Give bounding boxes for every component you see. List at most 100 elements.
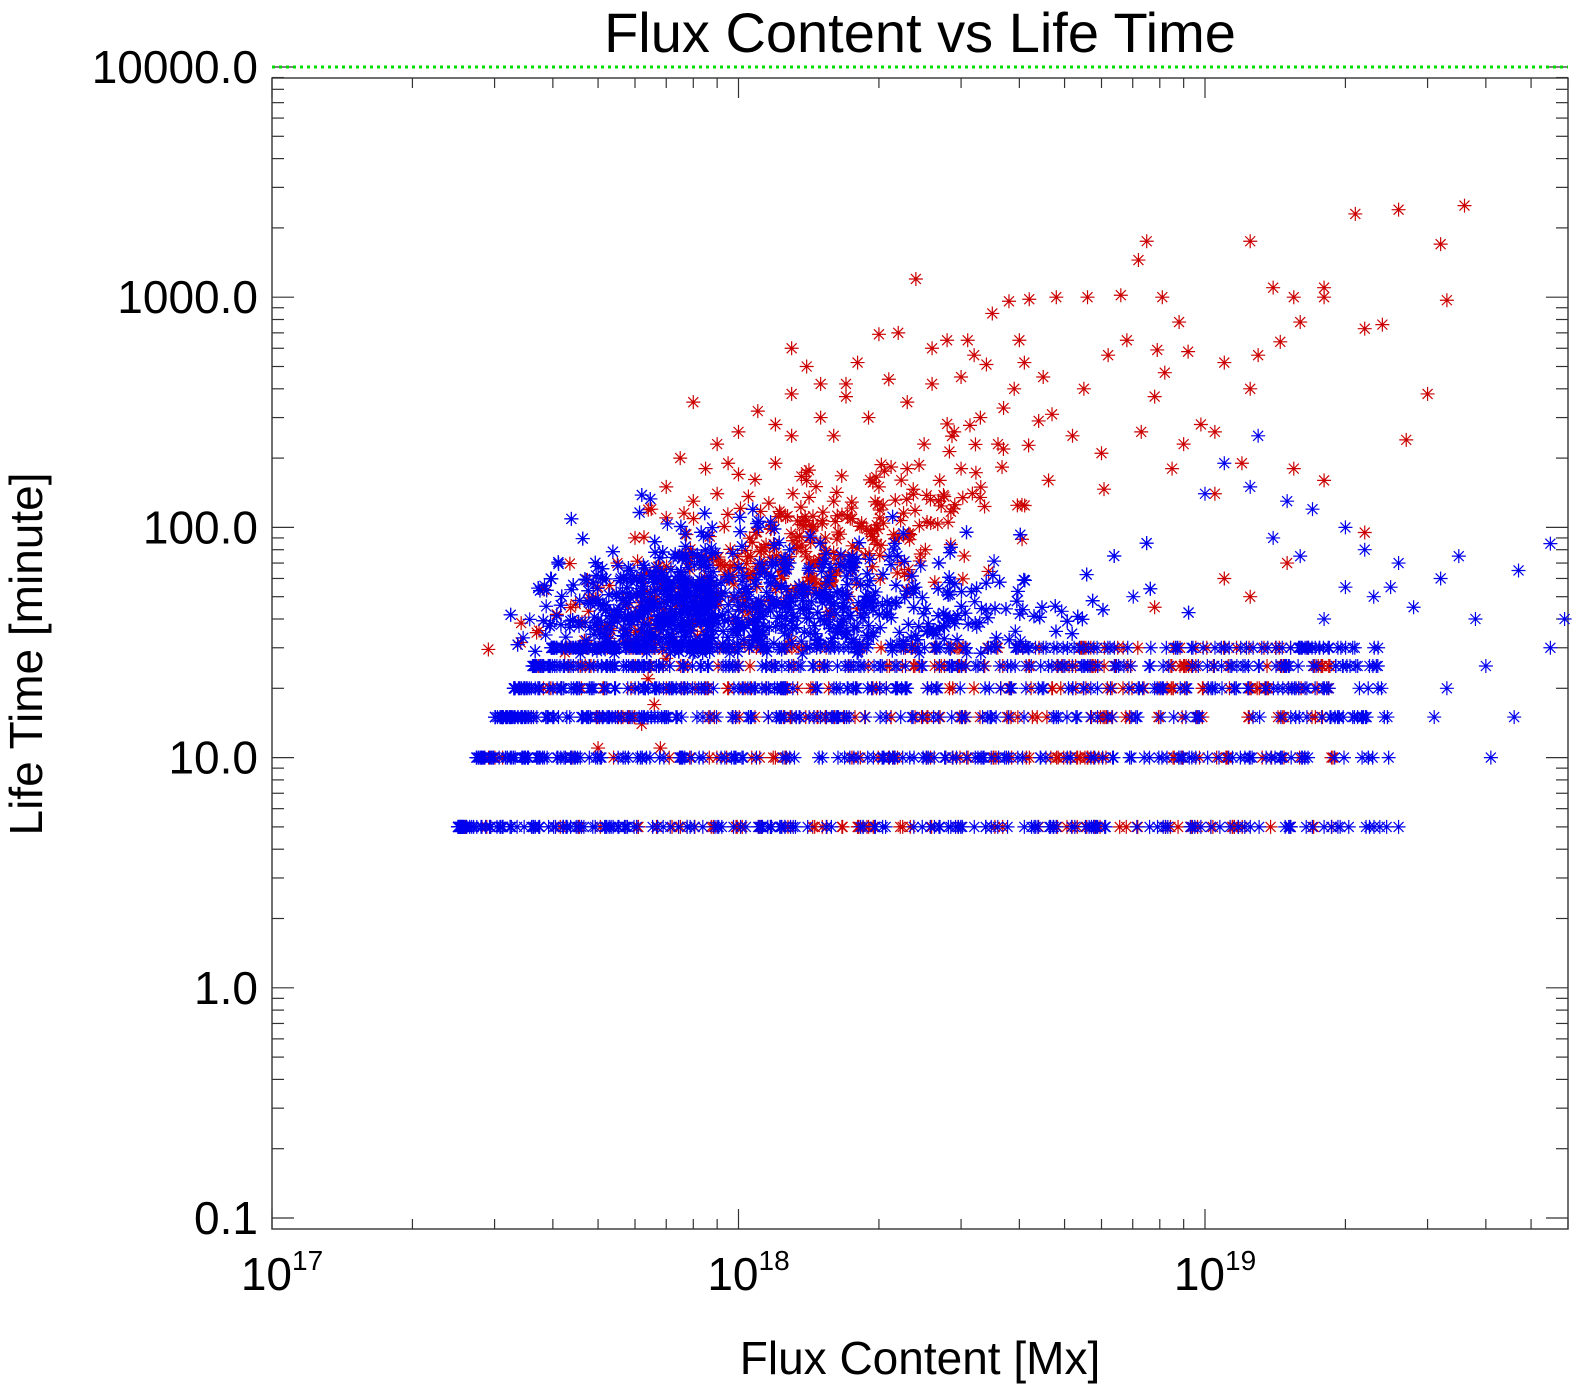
data-point xyxy=(671,644,686,659)
data-point xyxy=(802,490,817,505)
data-point xyxy=(905,581,920,596)
data-point xyxy=(882,549,897,564)
data-point xyxy=(912,457,927,472)
data-point xyxy=(1010,498,1025,513)
data-point xyxy=(685,545,700,560)
data-point xyxy=(693,637,708,652)
data-point xyxy=(883,637,898,652)
data-point xyxy=(1044,681,1059,696)
data-point xyxy=(587,610,602,625)
data-point xyxy=(652,632,667,647)
data-point xyxy=(544,571,559,586)
data-point xyxy=(697,506,712,521)
data-point xyxy=(1079,567,1094,582)
data-point xyxy=(1130,640,1145,655)
data-point xyxy=(785,681,800,696)
data-point xyxy=(590,581,605,596)
data-point xyxy=(1010,750,1025,765)
data-point xyxy=(1059,710,1074,725)
data-point xyxy=(528,658,543,673)
data-point xyxy=(769,548,784,563)
data-point xyxy=(927,575,942,590)
data-point xyxy=(665,589,680,604)
data-point xyxy=(652,750,667,765)
data-point xyxy=(1101,348,1116,363)
data-point xyxy=(845,538,860,553)
data-point xyxy=(872,607,887,622)
data-point xyxy=(1048,624,1063,639)
data-point xyxy=(870,537,885,552)
y-tick-label: 10.0 xyxy=(168,732,258,784)
data-point xyxy=(759,658,774,673)
data-point xyxy=(947,497,962,512)
data-point xyxy=(996,441,1011,456)
data-point xyxy=(891,325,906,340)
data-point xyxy=(633,585,648,600)
data-point xyxy=(904,568,919,583)
x-tick-label: 1019 xyxy=(1174,1245,1256,1300)
data-point xyxy=(1142,750,1157,765)
data-point xyxy=(1322,640,1337,655)
data-point xyxy=(721,569,736,584)
data-point xyxy=(738,582,753,597)
data-point xyxy=(1045,407,1060,422)
data-point xyxy=(655,640,670,655)
data-point xyxy=(539,583,554,598)
data-point xyxy=(784,594,799,609)
data-point xyxy=(618,819,633,834)
data-point xyxy=(1007,381,1022,396)
data-point xyxy=(714,586,729,601)
data-point xyxy=(573,646,588,661)
data-point xyxy=(979,357,994,372)
data-point xyxy=(630,554,645,569)
data-point xyxy=(833,527,848,542)
data-point xyxy=(1237,750,1252,765)
data-point xyxy=(898,658,913,673)
data-point xyxy=(775,571,790,586)
data-point xyxy=(616,658,631,673)
data-point xyxy=(1207,424,1222,439)
data-point xyxy=(813,410,828,425)
data-point xyxy=(1002,681,1017,696)
data-point xyxy=(973,410,988,425)
data-point xyxy=(1197,486,1212,501)
data-point xyxy=(773,506,788,521)
data-point xyxy=(621,595,636,610)
data-point xyxy=(648,631,663,646)
data-point xyxy=(1341,819,1356,834)
data-point xyxy=(1085,593,1100,608)
data-point xyxy=(625,710,640,725)
data-point xyxy=(1299,710,1314,725)
data-point xyxy=(1240,681,1255,696)
data-point xyxy=(792,529,807,544)
data-point xyxy=(1251,428,1266,443)
data-point xyxy=(993,681,1008,696)
data-point xyxy=(930,516,945,531)
data-point xyxy=(1317,290,1332,305)
data-point xyxy=(810,633,825,648)
data-point xyxy=(593,571,608,586)
data-point xyxy=(1273,710,1288,725)
data-point xyxy=(917,437,932,452)
data-point xyxy=(1095,750,1110,765)
data-point xyxy=(839,376,854,391)
data-point xyxy=(888,596,903,611)
data-point xyxy=(754,594,769,609)
data-point xyxy=(669,635,684,650)
data-point xyxy=(730,595,745,610)
data-point xyxy=(731,640,746,655)
data-point xyxy=(735,598,750,613)
data-point xyxy=(795,593,810,608)
data-point xyxy=(851,658,866,673)
data-point xyxy=(1233,640,1248,655)
data-point xyxy=(500,750,515,765)
data-point xyxy=(984,819,999,834)
data-point xyxy=(723,560,738,575)
data-point xyxy=(616,621,631,636)
data-point xyxy=(931,581,946,596)
data-point xyxy=(687,645,702,660)
data-point xyxy=(1126,589,1141,604)
data-point xyxy=(1317,473,1332,488)
data-point xyxy=(710,437,725,452)
data-point xyxy=(629,586,644,601)
